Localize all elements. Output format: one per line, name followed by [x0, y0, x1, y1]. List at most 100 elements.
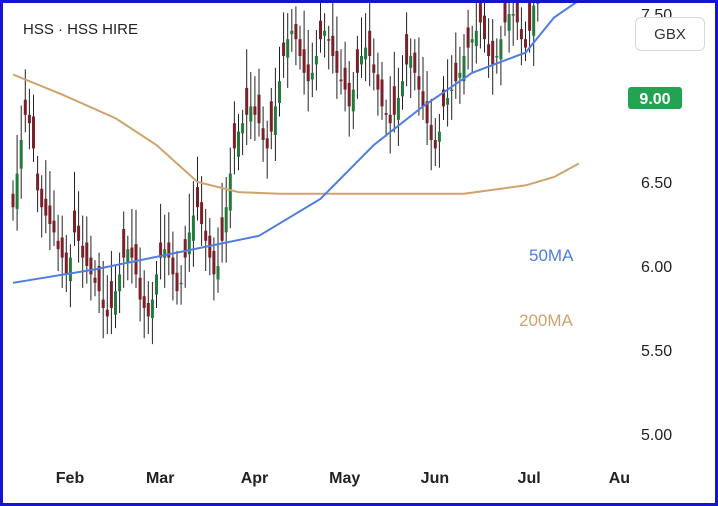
candle: [282, 12, 286, 78]
candle: [392, 51, 396, 133]
candle: [224, 176, 228, 263]
candle: [85, 216, 89, 284]
candle: [413, 39, 417, 91]
candle: [253, 76, 257, 141]
candle: [347, 61, 351, 137]
y-axis: 5.005.506.006.507.007.508.008.509.009.50: [641, 7, 672, 444]
candle: [302, 10, 306, 95]
candle: [68, 244, 72, 308]
candle: [458, 46, 462, 104]
y-tick-label: 5.00: [641, 427, 672, 444]
candle: [130, 208, 134, 284]
candle: [122, 211, 126, 288]
candle: [372, 38, 376, 91]
candle: [138, 247, 142, 322]
candle: [360, 17, 363, 78]
candle: [36, 155, 40, 213]
candle: [105, 275, 109, 335]
candle: [241, 109, 245, 156]
current-price-badge: 9.00: [628, 87, 682, 109]
candle: [142, 270, 146, 339]
x-tick-label: Apr: [241, 470, 269, 487]
candle: [314, 29, 318, 91]
candle: [528, 3, 532, 53]
candle: [89, 235, 93, 301]
candle: [212, 237, 216, 301]
candle: [27, 88, 31, 150]
candlestick-series: [11, 3, 540, 345]
candle: [343, 41, 347, 112]
candle: [380, 61, 384, 120]
candle: [290, 8, 294, 52]
ma50-line: [12, 3, 578, 284]
candle: [524, 21, 527, 62]
candle: [495, 38, 499, 74]
candle: [200, 176, 204, 246]
candle: [183, 225, 187, 288]
candle: [491, 19, 495, 95]
candle: [19, 105, 23, 199]
candle: [474, 3, 478, 64]
candle: [519, 7, 523, 66]
candle: [454, 32, 458, 99]
ma200-label: 200MA: [519, 311, 574, 330]
x-tick-label: Feb: [56, 470, 85, 487]
candle: [405, 12, 409, 87]
candle: [48, 171, 52, 251]
candle: [421, 56, 425, 120]
candle: [368, 3, 372, 87]
svg-text:9.00: 9.00: [639, 91, 670, 108]
candle: [32, 94, 35, 162]
candle: [532, 3, 536, 67]
candle: [56, 214, 60, 272]
price-chart[interactable]: 50MA 200MA 5.005.506.006.507.007.508.008…: [3, 3, 715, 503]
candle: [60, 215, 64, 288]
candle: [171, 231, 175, 301]
x-tick-label: Jul: [518, 470, 541, 487]
candle: [237, 113, 240, 171]
x-tick-label: Au: [609, 470, 630, 487]
candle: [355, 35, 359, 99]
candle: [191, 181, 195, 267]
candle: [257, 68, 261, 137]
candle: [425, 71, 429, 146]
candle: [216, 227, 220, 293]
candle: [73, 171, 76, 246]
candle: [97, 252, 101, 314]
candle: [265, 120, 269, 179]
candle: [306, 29, 310, 112]
candle: [388, 76, 392, 154]
candle: [298, 25, 302, 70]
candle: [339, 49, 343, 95]
candle: [409, 38, 413, 98]
candle: [278, 46, 281, 117]
candle: [294, 6, 298, 66]
candle: [499, 25, 503, 86]
candle: [446, 59, 450, 127]
candle: [487, 18, 491, 78]
candle: [93, 260, 97, 297]
candle: [232, 101, 236, 175]
candle: [319, 3, 322, 53]
candle: [109, 250, 113, 335]
ma200-line: [12, 73, 580, 195]
candle: [507, 3, 511, 53]
candle: [175, 250, 179, 305]
candle: [269, 87, 273, 150]
y-tick-label: 5.50: [641, 343, 672, 360]
candle: [536, 3, 540, 22]
candle: [118, 252, 122, 314]
currency-button[interactable]: GBX: [635, 17, 705, 51]
candle: [261, 106, 265, 162]
candle: [323, 13, 327, 58]
candle: [15, 134, 19, 231]
y-tick-label: 6.50: [641, 175, 672, 192]
candle: [462, 34, 466, 95]
candle: [11, 180, 15, 221]
y-tick-label: 6.00: [641, 259, 672, 276]
ticker-label: HSS · HSS HIRE: [23, 21, 139, 38]
candle: [114, 265, 117, 329]
x-axis: Feb Mar Apr May Jun Jul Au: [56, 470, 630, 487]
candle: [364, 13, 368, 82]
candle: [44, 160, 48, 234]
